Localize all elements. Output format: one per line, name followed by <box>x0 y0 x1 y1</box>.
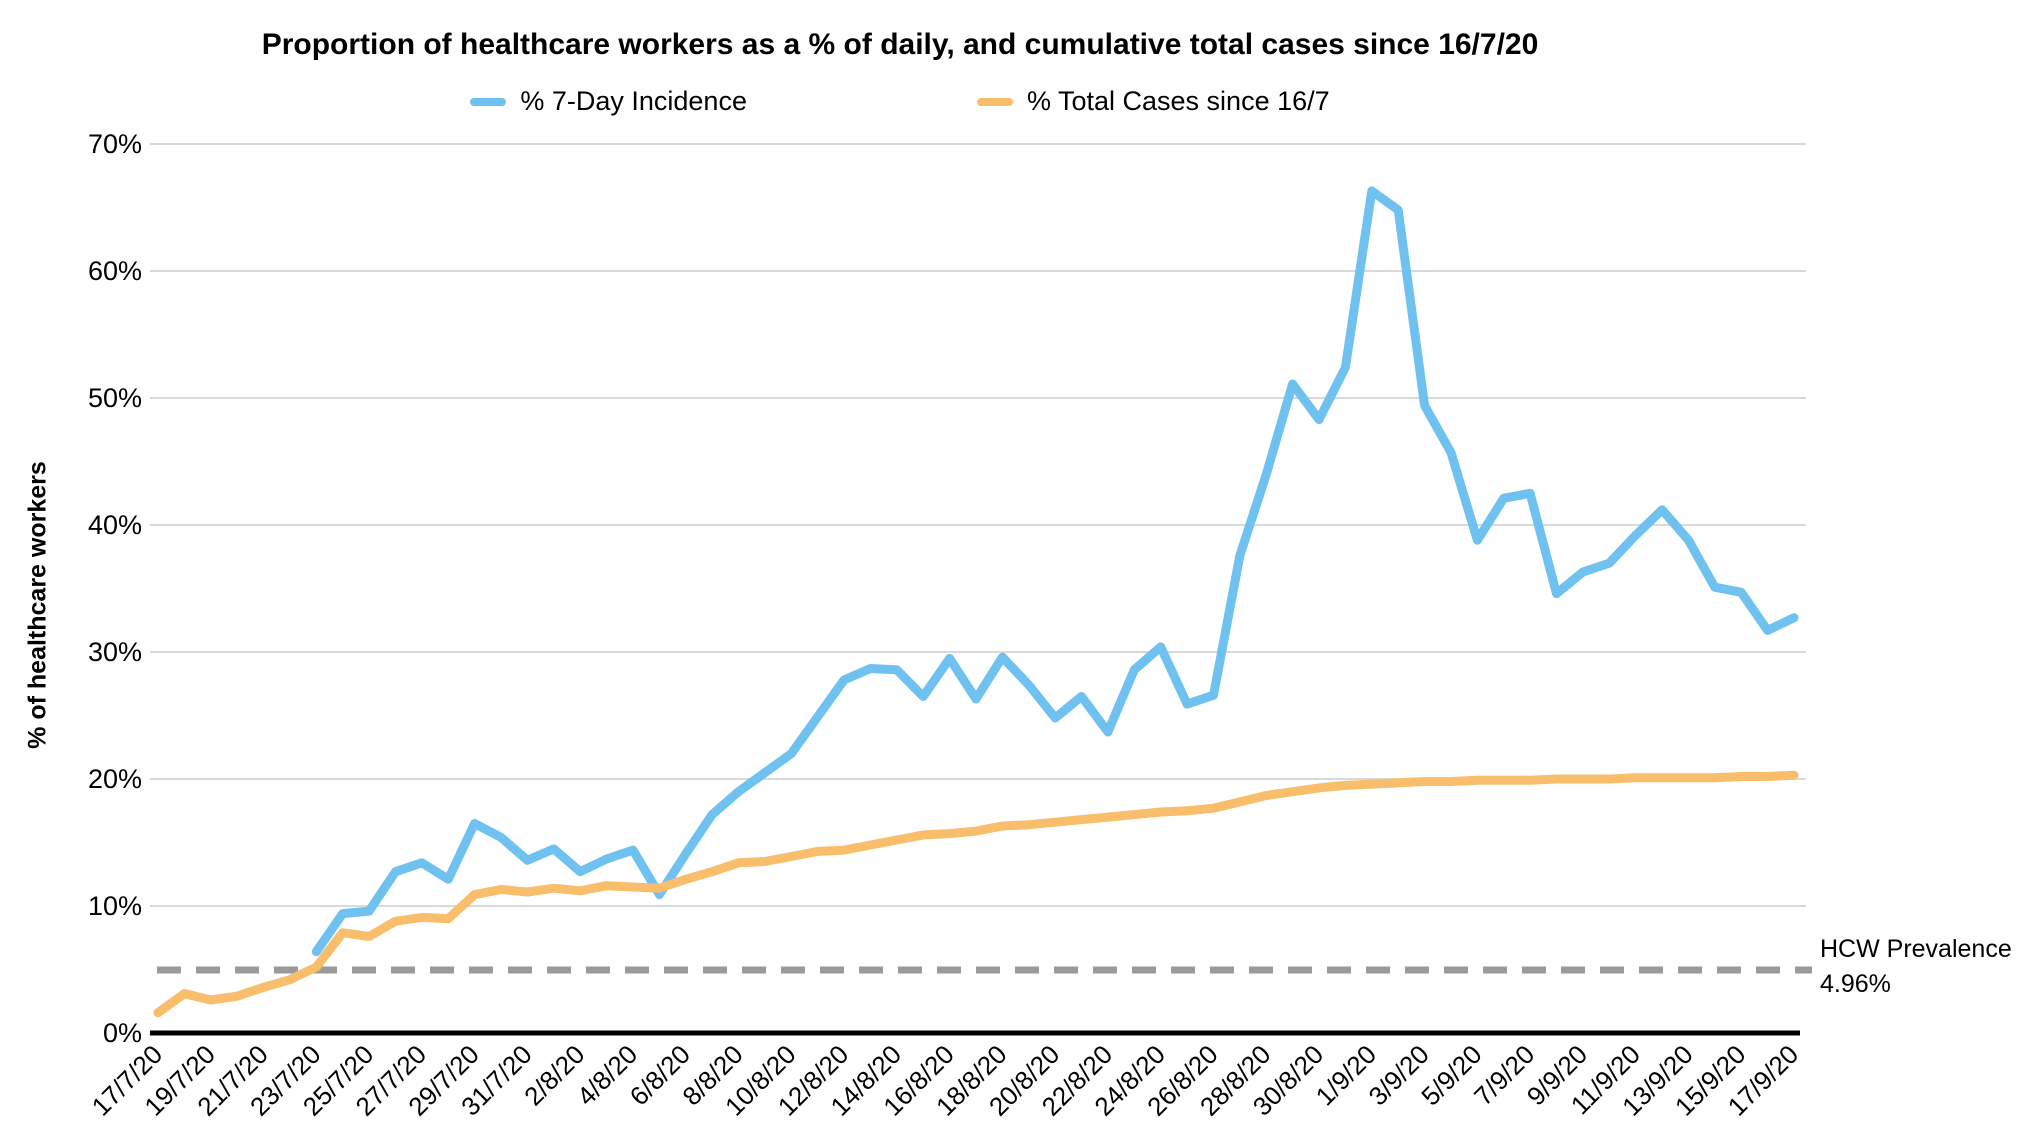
total-cases-legend-swatch-icon <box>976 97 1013 106</box>
x-axis-tick-label: 7/9/20 <box>1468 1039 1540 1111</box>
legend-item-label: % 7-Day Incidence <box>520 86 747 116</box>
y-axis-tick-label: 0% <box>103 1018 142 1048</box>
total-cases-line <box>153 770 1799 1018</box>
x-axis-tick-label: 5/9/20 <box>1415 1039 1487 1111</box>
y-axis-tick-label: 40% <box>88 510 142 540</box>
legend-item-label: % Total Cases since 16/7 <box>1026 86 1330 116</box>
y-axis-tick-label: 10% <box>88 891 142 921</box>
x-axis-tick-label: 6/8/20 <box>624 1039 696 1111</box>
y-axis-tick-label: 70% <box>88 129 142 159</box>
legend-item-total-cases: % Total Cases since 16/7 <box>976 86 1330 117</box>
x-axis-tick-label: 4/8/20 <box>571 1039 643 1111</box>
hcw-prevalence-annotation-line1: HCW Prevalence <box>1820 935 2012 963</box>
legend: % 7-Day Incidence % Total Cases since 16… <box>0 86 1800 117</box>
incidence-legend-swatch-icon <box>470 97 507 106</box>
x-axis-tick-label: 2/8/20 <box>518 1039 590 1111</box>
y-axis-tick-label: 60% <box>88 256 142 286</box>
y-axis-tick-label: 20% <box>88 764 142 794</box>
legend-item-incidence: % 7-Day Incidence <box>470 86 747 117</box>
x-axis-tick-label: 3/9/20 <box>1362 1039 1434 1111</box>
y-axis-tick-label: 30% <box>88 637 142 667</box>
chart-title: Proportion of healthcare workers as a % … <box>261 28 1539 61</box>
x-axis-tick-label: 1/9/20 <box>1310 1039 1382 1111</box>
incidence-line <box>311 186 1799 957</box>
y-axis-tick-label: 50% <box>88 383 142 413</box>
hcw-prevalence-annotation: HCW Prevalence 4.96% <box>1820 932 2012 1001</box>
hcw-prevalence-annotation-line2: 4.96% <box>1820 969 1891 998</box>
